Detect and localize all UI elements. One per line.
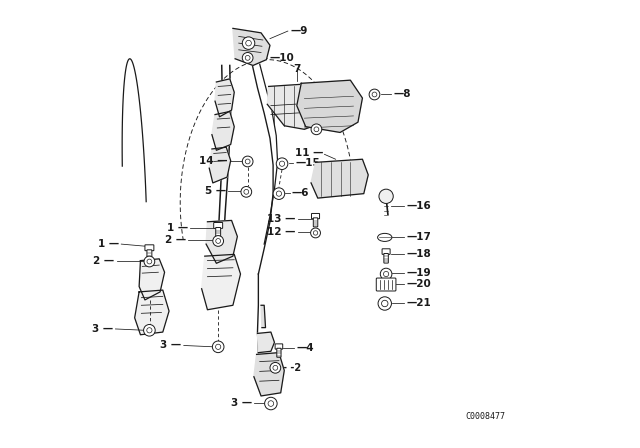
Text: 5 —: 5 — <box>205 186 226 196</box>
Text: —17: —17 <box>406 232 431 241</box>
Polygon shape <box>257 332 275 353</box>
Circle shape <box>246 40 252 46</box>
Circle shape <box>369 89 380 100</box>
Circle shape <box>372 92 377 97</box>
Circle shape <box>380 268 392 280</box>
Text: —21: —21 <box>406 297 431 308</box>
Text: —6: —6 <box>292 188 309 198</box>
Circle shape <box>216 344 221 349</box>
Text: —8: —8 <box>394 89 411 99</box>
Circle shape <box>270 362 281 373</box>
FancyBboxPatch shape <box>275 344 283 349</box>
Circle shape <box>143 324 156 336</box>
FancyBboxPatch shape <box>214 223 223 228</box>
Circle shape <box>147 259 152 264</box>
Circle shape <box>314 231 317 235</box>
Circle shape <box>379 189 393 203</box>
Polygon shape <box>311 159 368 198</box>
Text: 2 —: 2 — <box>165 235 186 245</box>
Polygon shape <box>202 254 241 310</box>
Circle shape <box>245 56 250 60</box>
FancyBboxPatch shape <box>147 250 152 260</box>
Circle shape <box>144 256 155 267</box>
Circle shape <box>381 300 388 307</box>
Polygon shape <box>209 147 230 183</box>
Circle shape <box>314 127 319 132</box>
Circle shape <box>268 401 274 406</box>
Text: —9: —9 <box>290 26 307 36</box>
Circle shape <box>276 191 282 196</box>
Text: C0008477: C0008477 <box>465 413 505 422</box>
FancyBboxPatch shape <box>376 278 396 291</box>
Text: - -2: - -2 <box>284 363 301 373</box>
Circle shape <box>264 397 277 410</box>
Text: 11 —: 11 — <box>295 147 324 158</box>
Polygon shape <box>268 83 326 129</box>
Text: —20: —20 <box>406 279 431 289</box>
Polygon shape <box>297 80 362 133</box>
Text: 14 —: 14 — <box>199 155 228 166</box>
Circle shape <box>310 228 321 238</box>
Circle shape <box>244 190 249 194</box>
Circle shape <box>216 238 221 243</box>
Text: —15: —15 <box>296 158 320 168</box>
FancyBboxPatch shape <box>312 213 319 219</box>
Circle shape <box>276 158 288 169</box>
Text: 1 —: 1 — <box>167 224 188 233</box>
Circle shape <box>243 52 253 63</box>
FancyBboxPatch shape <box>384 254 388 263</box>
Ellipse shape <box>378 233 392 241</box>
Text: —16: —16 <box>406 201 431 211</box>
Circle shape <box>311 124 322 135</box>
FancyBboxPatch shape <box>314 218 318 227</box>
FancyBboxPatch shape <box>145 245 154 251</box>
Text: 3 —: 3 — <box>92 324 113 334</box>
Circle shape <box>280 161 285 166</box>
Polygon shape <box>233 28 270 65</box>
Circle shape <box>243 156 253 167</box>
Polygon shape <box>139 259 164 300</box>
Text: 3 —: 3 — <box>161 340 182 350</box>
Circle shape <box>241 186 252 197</box>
FancyBboxPatch shape <box>382 249 390 254</box>
FancyBboxPatch shape <box>216 228 221 238</box>
Text: —18: —18 <box>406 250 431 259</box>
Polygon shape <box>215 79 234 117</box>
Polygon shape <box>206 220 237 263</box>
Circle shape <box>378 297 392 310</box>
Polygon shape <box>212 112 234 151</box>
Circle shape <box>212 341 224 353</box>
Text: 7: 7 <box>293 64 300 73</box>
Circle shape <box>273 188 285 199</box>
Text: —4: —4 <box>296 343 314 353</box>
Circle shape <box>245 159 250 164</box>
FancyBboxPatch shape <box>276 348 281 357</box>
Text: 13 —: 13 — <box>267 214 296 224</box>
Circle shape <box>147 327 152 333</box>
Text: 1 —: 1 — <box>98 239 119 249</box>
Circle shape <box>243 37 255 49</box>
Polygon shape <box>261 305 266 327</box>
Polygon shape <box>134 290 169 335</box>
Text: 3 —: 3 — <box>230 398 252 408</box>
Circle shape <box>273 366 278 370</box>
Polygon shape <box>254 353 284 396</box>
Text: —19: —19 <box>406 268 431 278</box>
Text: 2 —: 2 — <box>93 256 115 266</box>
Circle shape <box>213 236 223 246</box>
Text: —10: —10 <box>269 53 294 63</box>
Circle shape <box>383 271 388 276</box>
Text: 12 —: 12 — <box>267 227 296 237</box>
